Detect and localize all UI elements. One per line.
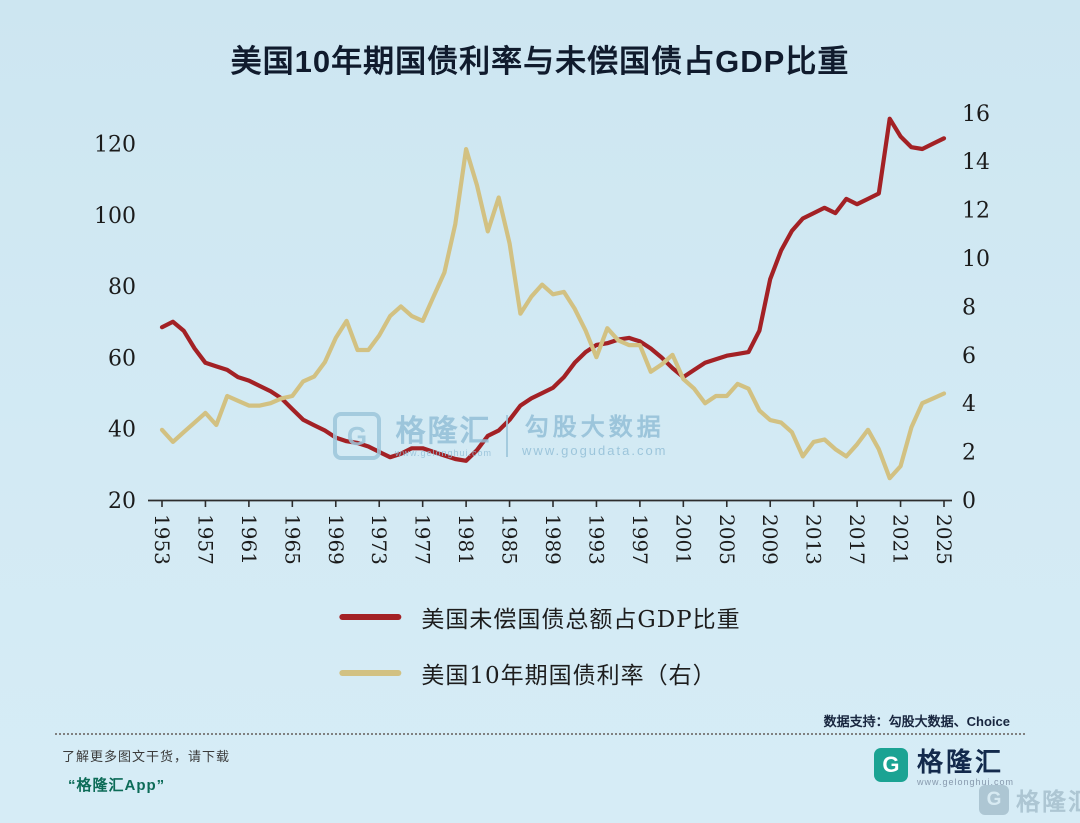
svg-text:2005: 2005 bbox=[715, 514, 739, 565]
svg-text:1989: 1989 bbox=[541, 514, 565, 565]
svg-text:20: 20 bbox=[108, 489, 136, 514]
svg-text:2: 2 bbox=[962, 441, 976, 466]
svg-text:2025: 2025 bbox=[932, 514, 956, 565]
svg-text:16: 16 bbox=[962, 102, 990, 127]
legend-label-debt: 美国未偿国债总额占GDP比重 bbox=[421, 607, 741, 633]
legend-swatch-yield bbox=[339, 670, 402, 676]
svg-text:2017: 2017 bbox=[845, 514, 869, 565]
promo-text: 了解更多图文干货，请下载 bbox=[62, 749, 231, 764]
svg-text:2009: 2009 bbox=[758, 514, 782, 565]
gelonghui-logo-text: 格隆汇 bbox=[916, 747, 1004, 777]
chart-title: 美国10年期国债利率与未偿国债占GDP比重 bbox=[230, 44, 850, 79]
data-source-note: 数据支持：勾股大数据、Choice bbox=[823, 714, 1010, 729]
svg-text:4: 4 bbox=[962, 392, 976, 417]
svg-text:1961: 1961 bbox=[237, 514, 261, 565]
svg-text:1953: 1953 bbox=[150, 514, 174, 565]
svg-text:10: 10 bbox=[962, 247, 990, 272]
svg-text:1997: 1997 bbox=[628, 514, 652, 565]
svg-text:2001: 2001 bbox=[671, 514, 695, 565]
app-name[interactable]: “格隆汇App” bbox=[68, 777, 166, 794]
chart-legend: 美国未偿国债总额占GDP比重 美国10年期国债利率（右） bbox=[339, 600, 740, 690]
svg-text:1957: 1957 bbox=[193, 514, 217, 565]
gelonghui-logo: G 格隆汇 www.gelonghui.com bbox=[873, 747, 1014, 787]
corner-watermark-text: 格隆汇 bbox=[1016, 789, 1080, 816]
svg-text:2013: 2013 bbox=[802, 514, 826, 565]
svg-text:120: 120 bbox=[94, 133, 136, 158]
svg-text:2021: 2021 bbox=[889, 514, 913, 565]
gelonghui-logo-url: www.gelonghui.com bbox=[916, 776, 1014, 787]
promo-block: 了解更多图文干货，请下载 “格隆汇App” bbox=[62, 746, 230, 795]
legend-item-debt: 美国未偿国债总额占GDP比重 bbox=[339, 600, 740, 634]
svg-text:1969: 1969 bbox=[324, 514, 348, 565]
svg-text:8: 8 bbox=[962, 295, 976, 320]
svg-text:1981: 1981 bbox=[454, 514, 478, 565]
svg-text:40: 40 bbox=[108, 418, 136, 443]
legend-item-yield: 美国10年期国债利率（右） bbox=[339, 656, 716, 690]
svg-text:0: 0 bbox=[962, 489, 976, 514]
svg-text:1993: 1993 bbox=[584, 514, 608, 565]
line-chart: 1953 1957 1961 1965 1969 1973 1977 1981 1985 1989… bbox=[94, 102, 990, 565]
svg-text:60: 60 bbox=[108, 346, 136, 371]
corner-watermark: G 格隆汇 bbox=[979, 782, 1080, 817]
legend-swatch-debt bbox=[339, 614, 402, 620]
svg-text:6: 6 bbox=[962, 344, 976, 369]
corner-watermark-icon: G bbox=[979, 784, 1009, 815]
svg-text:12: 12 bbox=[962, 199, 990, 224]
svg-text:1965: 1965 bbox=[280, 514, 304, 565]
gelonghui-logo-icon: G bbox=[873, 748, 908, 782]
svg-text:80: 80 bbox=[108, 275, 136, 300]
svg-text:100: 100 bbox=[94, 204, 136, 229]
svg-text:1977: 1977 bbox=[411, 514, 435, 565]
dotted-divider bbox=[55, 733, 1025, 735]
svg-text:14: 14 bbox=[962, 150, 990, 175]
svg-text:1973: 1973 bbox=[367, 514, 391, 565]
legend-label-yield: 美国10年期国债利率（右） bbox=[421, 663, 717, 689]
svg-text:1985: 1985 bbox=[498, 514, 522, 565]
